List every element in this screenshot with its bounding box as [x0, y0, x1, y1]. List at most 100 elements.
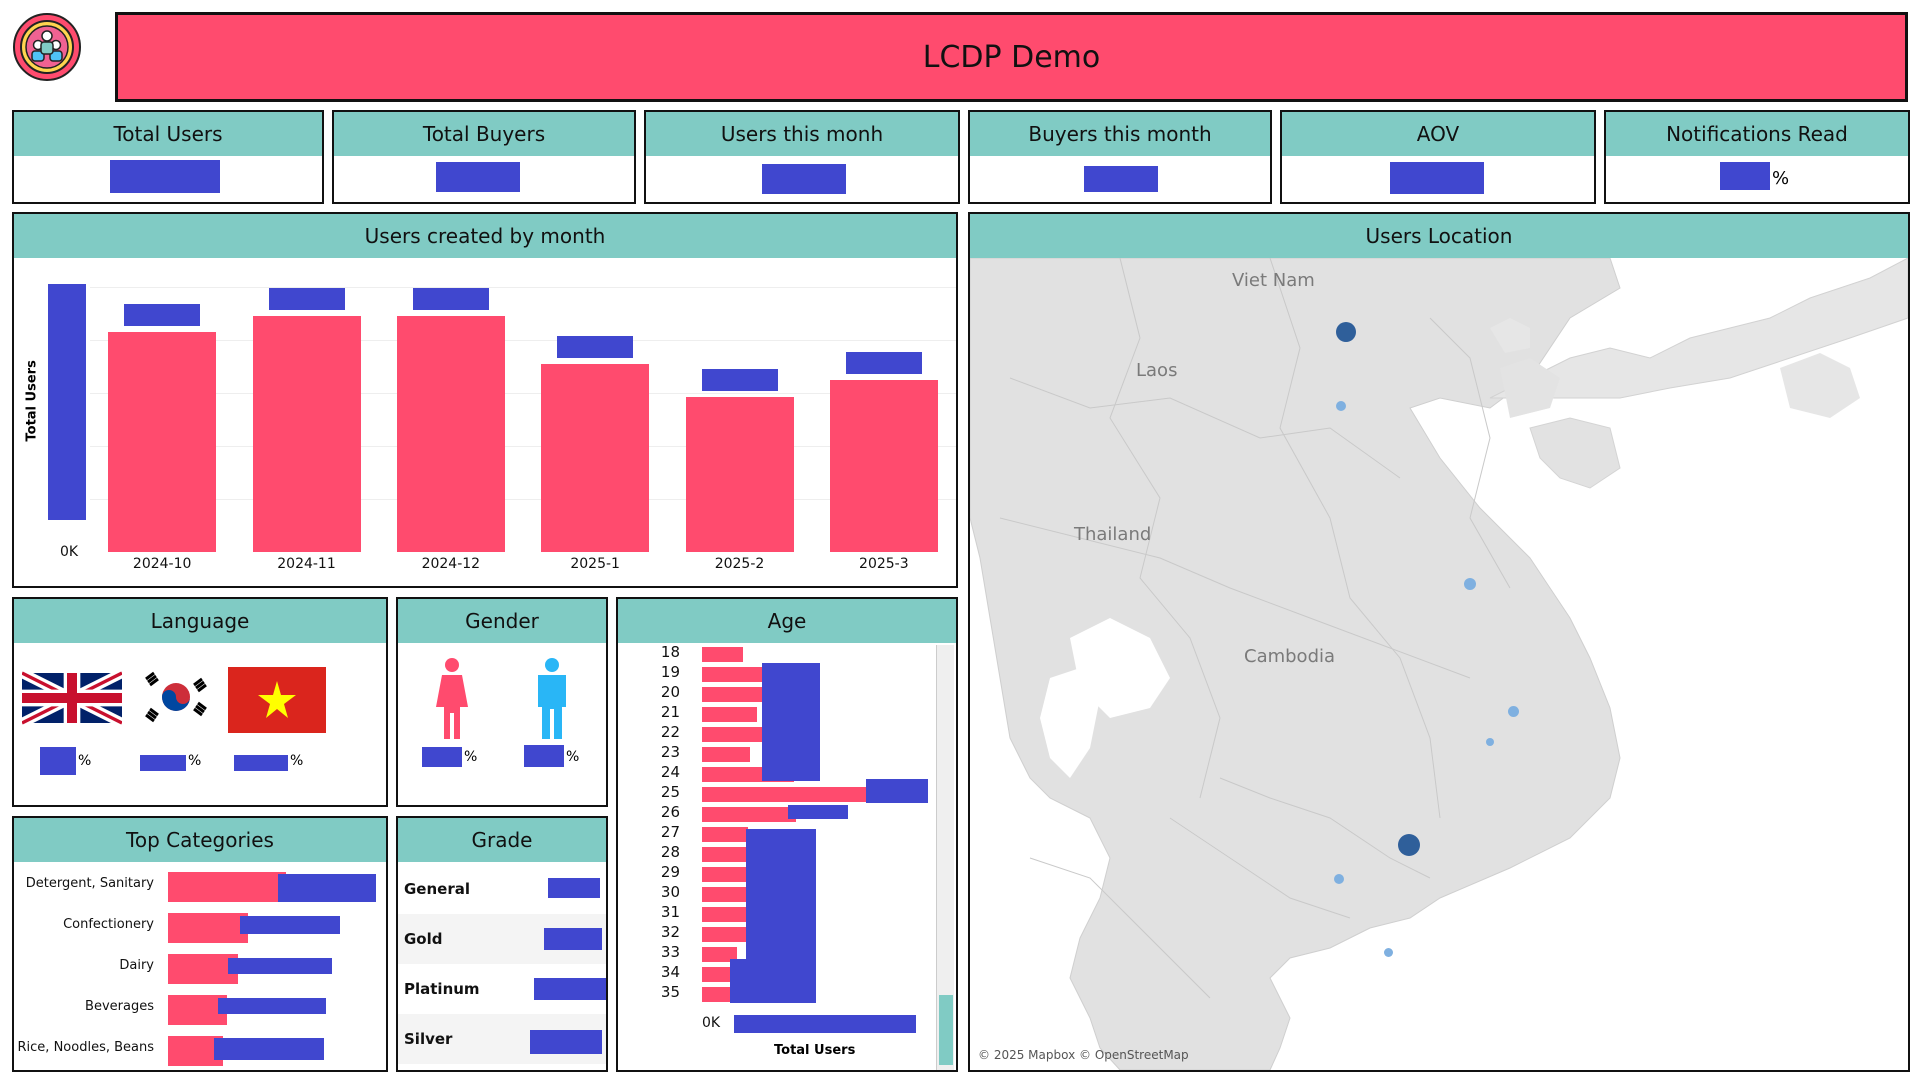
- category-value: [228, 958, 332, 974]
- age-label: 24: [660, 763, 680, 781]
- kpi-card-aov: AOV: [1280, 110, 1596, 204]
- age-scrollbar[interactable]: [936, 645, 954, 1070]
- y-axis-ticks: [48, 284, 86, 520]
- logo: [12, 12, 82, 82]
- grade-value: [544, 928, 602, 950]
- data-label: [412, 288, 489, 311]
- map-label-thailand: Thailand: [1074, 524, 1152, 545]
- bar: [541, 364, 650, 552]
- kpi-value: [1084, 166, 1158, 192]
- vietnam-flag-icon: [228, 667, 326, 737]
- korea-flag-icon: [138, 669, 214, 729]
- language-value: [40, 747, 76, 775]
- map-label-laos: Laos: [1136, 360, 1178, 381]
- percent-sign: %: [78, 753, 92, 769]
- x-tick-label: 2024-12: [421, 556, 481, 572]
- top-categories-card: Top Categories Detergent, Sanitary Confec…: [12, 816, 388, 1072]
- category-value: [214, 1038, 324, 1060]
- kpi-card-total-users: Total Users: [12, 110, 324, 204]
- age-label: 27: [660, 823, 680, 841]
- kpi-value: [762, 164, 846, 194]
- plot-area: 2024-10 2024-11 2024-12 2025-1 2025-2 2025-3: [90, 260, 956, 586]
- map-point-hcmc[interactable]: [1398, 834, 1420, 856]
- gridline: [90, 499, 956, 500]
- category-value: [218, 998, 326, 1014]
- percent-sign: %: [464, 749, 478, 765]
- grade-label: General: [404, 880, 470, 898]
- card-title: Language: [14, 599, 386, 643]
- kpi-card-users-this-month: Users this monh: [644, 110, 960, 204]
- category-label: Beverages: [85, 999, 154, 1014]
- age-overlay: [788, 805, 848, 819]
- people-group-icon: [13, 13, 81, 81]
- grade-card: Grade General Gold Platinum Silver: [396, 816, 608, 1072]
- bar: [702, 687, 765, 702]
- gender-value: [524, 745, 564, 767]
- uk-flag-icon: [19, 668, 125, 729]
- kpi-value: [1390, 162, 1484, 194]
- age-label: 34: [660, 963, 680, 981]
- bar: [702, 727, 767, 742]
- kpi-value: [436, 162, 520, 192]
- category-label: Dairy: [119, 958, 154, 973]
- kpi-label: Buyers this month: [970, 112, 1270, 156]
- map-point[interactable]: [1464, 578, 1476, 590]
- data-label: [845, 352, 922, 375]
- title-banner: LCDP Demo: [115, 12, 1908, 102]
- bar: [685, 396, 794, 552]
- bar: [168, 913, 249, 943]
- bar: [702, 927, 746, 942]
- map-point[interactable]: [1336, 401, 1346, 411]
- grade-label: Silver: [404, 1030, 453, 1048]
- data-label: [701, 368, 778, 391]
- bar: [702, 987, 732, 1002]
- kpi-suffix: %: [1772, 168, 1790, 189]
- kpi-label: Total Buyers: [334, 112, 634, 156]
- bar: [702, 827, 748, 842]
- users-location-card: Users Location Viet Nam Laos: [968, 212, 1910, 1072]
- age-overlay: [746, 829, 816, 959]
- x-tick-zero: 0K: [702, 1015, 721, 1031]
- bar: [702, 907, 746, 922]
- bar: [168, 995, 227, 1025]
- male-icon: [532, 657, 572, 745]
- bar: [829, 380, 938, 552]
- bar: [108, 332, 217, 552]
- age-label: 26: [660, 803, 680, 821]
- card-title: Gender: [398, 599, 606, 643]
- category-label: Rice, Noodles, Beans: [17, 1040, 154, 1055]
- gridline: [90, 340, 956, 341]
- bar: [702, 947, 737, 962]
- bar: [702, 647, 744, 662]
- scrollbar-thumb[interactable]: [939, 995, 953, 1065]
- gridline: [90, 393, 956, 394]
- age-card: Age 18 19 20 21 22 23 24 25 26 27 28 29 30 31 32 33 34 35…: [616, 597, 958, 1072]
- bar: [702, 847, 746, 862]
- age-label: 28: [660, 843, 680, 861]
- kpi-value: [1720, 162, 1770, 190]
- map-label-vietnam: Viet Nam: [1232, 270, 1315, 291]
- map-attribution: © 2025 Mapbox © OpenStreetMap: [978, 1048, 1189, 1062]
- bar: [702, 887, 746, 902]
- bar: [168, 872, 286, 902]
- female-icon: [432, 657, 472, 745]
- map-point[interactable]: [1486, 738, 1494, 746]
- percent-sign: %: [290, 753, 304, 769]
- age-label: 20: [660, 683, 680, 701]
- language-value: [140, 755, 186, 771]
- gender-card: Gender % %: [396, 597, 608, 807]
- bar: [252, 316, 361, 552]
- age-label: 35: [660, 983, 680, 1001]
- map-point[interactable]: [1334, 874, 1344, 884]
- kpi-label: Users this monh: [646, 112, 958, 156]
- grade-value: [534, 978, 606, 1000]
- map-point[interactable]: [1384, 948, 1393, 957]
- plot-area: 18 19 20 21 22 23 24 25 26 27 28 29 30 31 32 33 34 35: [618, 643, 936, 1015]
- age-label: 32: [660, 923, 680, 941]
- map-point-hanoi[interactable]: [1336, 322, 1356, 342]
- map-view[interactable]: Viet Nam Laos Thailand Cambodia © 2025 M…: [970, 258, 1908, 1070]
- age-label: 29: [660, 863, 680, 881]
- grade-value: [530, 1030, 602, 1054]
- map-point[interactable]: [1508, 706, 1519, 717]
- kpi-label: Total Users: [14, 112, 322, 156]
